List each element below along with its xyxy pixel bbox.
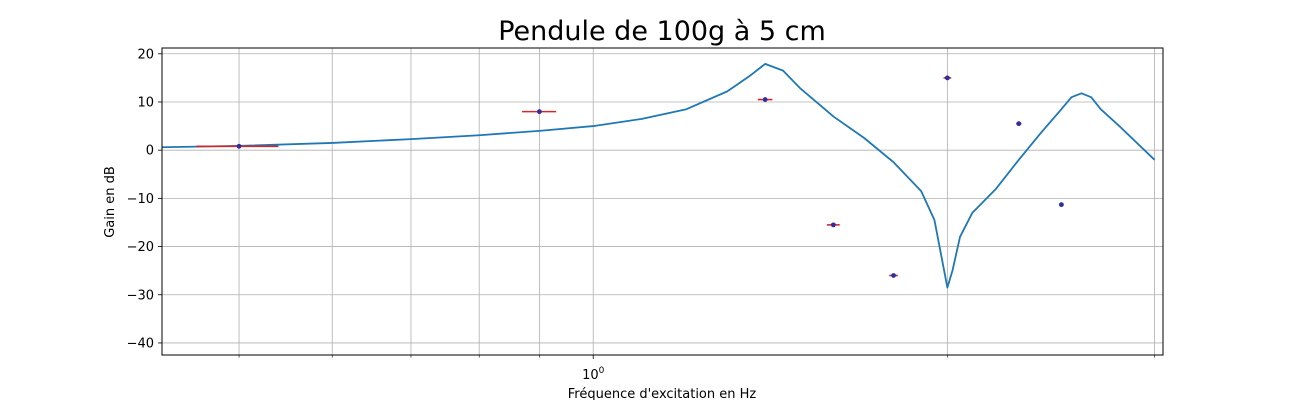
y-tick-label: 20 xyxy=(137,47,154,62)
x-tick-label: 100 xyxy=(582,366,605,383)
data-point xyxy=(1058,202,1064,208)
data-point xyxy=(891,273,896,278)
data-point xyxy=(944,75,950,81)
chart-title: Pendule de 100g à 5 cm xyxy=(498,16,826,47)
y-axis-label: Gain en dB xyxy=(103,166,118,238)
y-tick-label: 10 xyxy=(137,95,154,110)
plot-frame xyxy=(161,47,1164,356)
model-curve xyxy=(161,63,1156,289)
data-point xyxy=(830,222,836,228)
data-point xyxy=(762,97,768,102)
y-tick-label: −40 xyxy=(127,336,154,351)
x-axis-label: Fréquence d'excitation en Hz xyxy=(568,387,757,400)
data-point xyxy=(236,143,242,149)
y-tick-label: −20 xyxy=(127,240,154,255)
y-tick-label: −30 xyxy=(127,288,154,303)
y-tick-label: 0 xyxy=(146,144,154,159)
plot-layer xyxy=(161,63,1156,289)
y-tick-label: −10 xyxy=(127,192,154,207)
grid-layer xyxy=(162,48,1163,355)
points-layer xyxy=(196,75,1064,278)
data-point xyxy=(536,109,542,115)
data-point xyxy=(1016,121,1022,127)
